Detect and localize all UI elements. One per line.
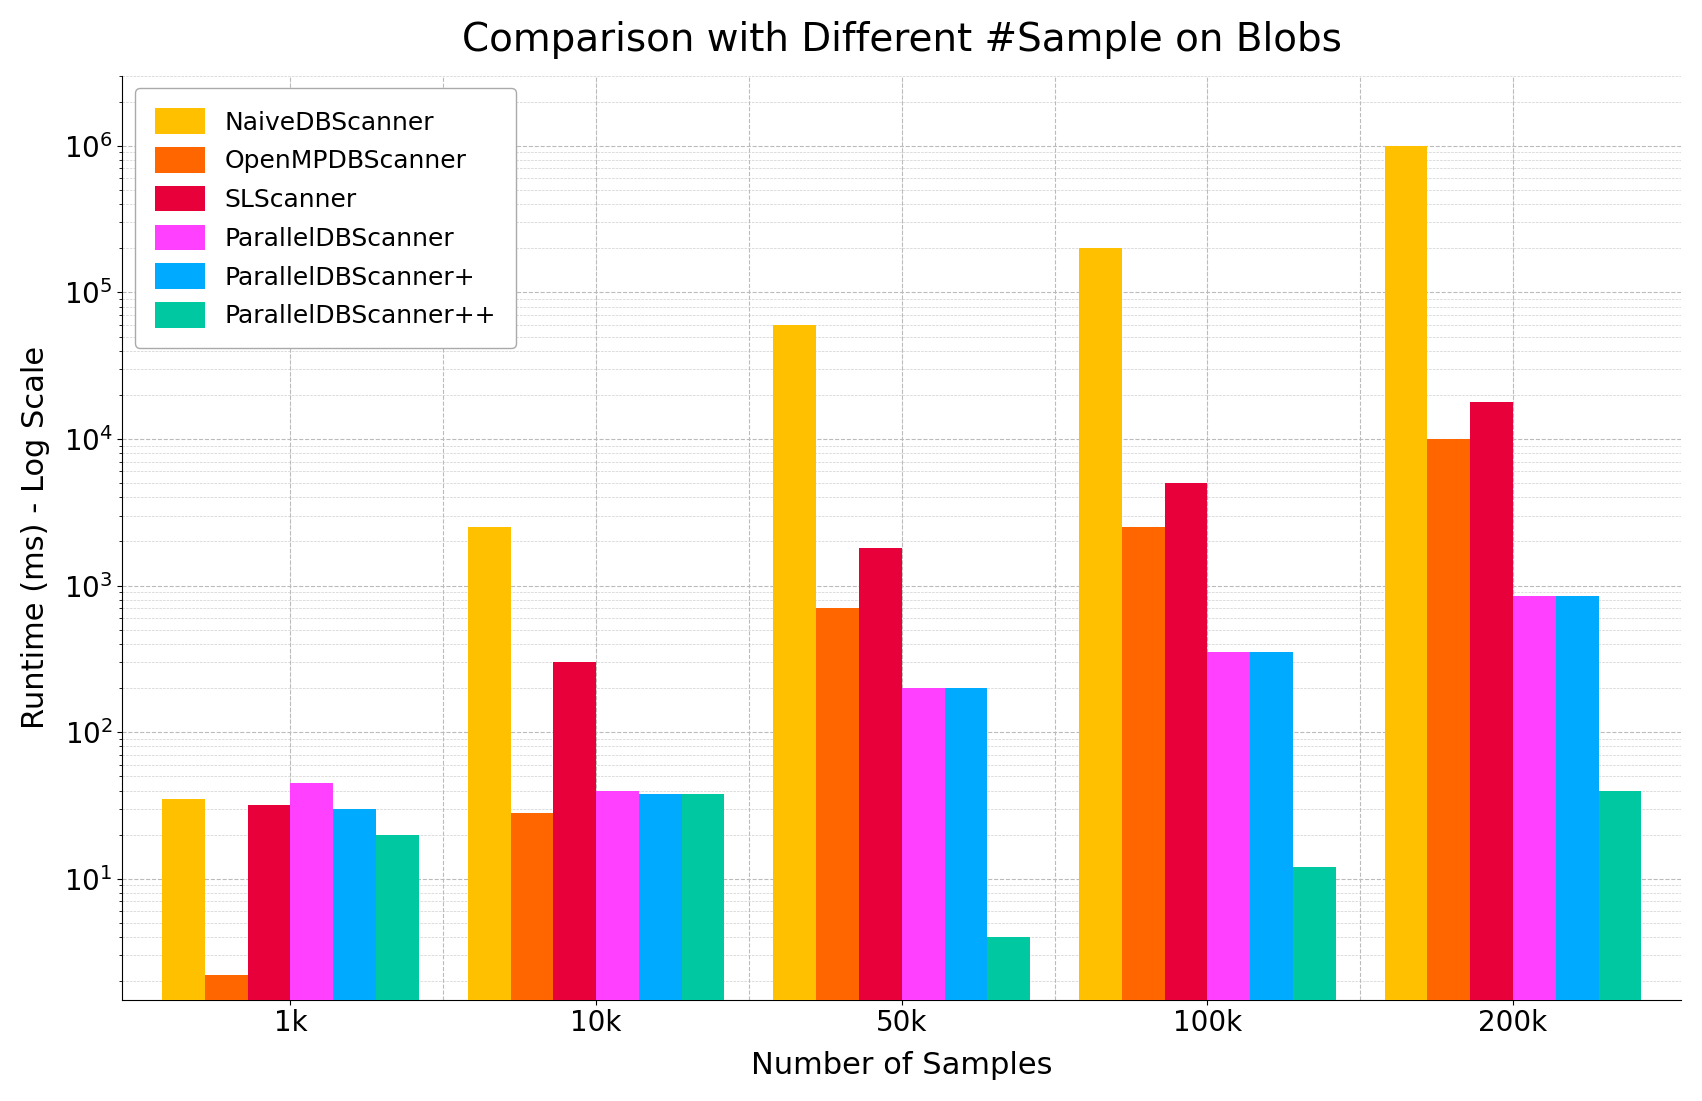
Bar <box>1251 653 1294 1101</box>
Bar <box>468 527 511 1101</box>
Bar <box>1556 596 1598 1101</box>
Bar <box>162 799 204 1101</box>
Bar <box>1428 439 1471 1101</box>
Bar <box>683 794 725 1101</box>
Bar <box>553 662 596 1101</box>
Bar <box>1471 402 1513 1101</box>
Bar <box>773 325 817 1101</box>
Bar <box>1079 248 1122 1101</box>
Bar <box>987 937 1030 1101</box>
Bar <box>1294 868 1336 1101</box>
Bar <box>902 688 945 1101</box>
Bar <box>638 794 683 1101</box>
Bar <box>334 809 376 1101</box>
Bar <box>817 608 860 1101</box>
Bar <box>1598 791 1641 1101</box>
Bar <box>1513 596 1556 1101</box>
Bar <box>1164 483 1207 1101</box>
Bar <box>376 835 419 1101</box>
Bar <box>291 783 334 1101</box>
Bar <box>511 814 553 1101</box>
Bar <box>945 688 987 1101</box>
Bar <box>1385 145 1428 1101</box>
Y-axis label: Runtime (ms) - Log Scale: Runtime (ms) - Log Scale <box>20 346 49 729</box>
X-axis label: Number of Samples: Number of Samples <box>751 1051 1052 1080</box>
Title: Comparison with Different #Sample on Blobs: Comparison with Different #Sample on Blo… <box>461 21 1341 58</box>
Bar <box>1122 527 1164 1101</box>
Bar <box>248 805 291 1101</box>
Bar <box>596 791 638 1101</box>
Bar <box>204 975 248 1101</box>
Bar <box>860 548 902 1101</box>
Bar <box>1207 653 1251 1101</box>
Legend: NaiveDBScanner, OpenMPDBScanner, SLScanner, ParallelDBScanner, ParallelDBScanner: NaiveDBScanner, OpenMPDBScanner, SLScann… <box>134 88 516 348</box>
